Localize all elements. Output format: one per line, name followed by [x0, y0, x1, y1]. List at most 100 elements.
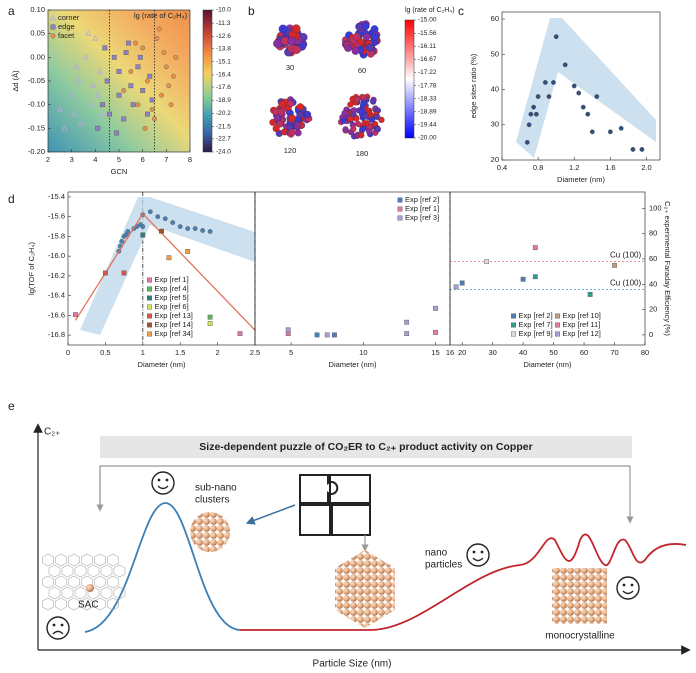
colorbar-tick-label: -20.2	[216, 110, 231, 117]
x-tick-label: 0.5	[100, 348, 110, 357]
y-tick-label: 40	[491, 85, 499, 94]
y2-tick-label: 80	[649, 229, 657, 238]
marker	[56, 105, 63, 112]
panel-label: a	[8, 4, 15, 18]
marker	[149, 97, 155, 103]
atom	[360, 99, 367, 106]
x-tick-label: 1	[141, 348, 145, 357]
hexagon	[107, 553, 119, 567]
atom	[362, 32, 371, 41]
marker	[555, 331, 560, 337]
marker	[140, 232, 146, 238]
marker	[551, 80, 556, 85]
marker	[397, 215, 403, 221]
y-tick-label: -0.15	[28, 123, 45, 132]
legend-label: facet	[58, 31, 75, 40]
marker	[526, 122, 532, 128]
marker	[531, 104, 536, 110]
atom	[374, 113, 381, 121]
hexagon	[55, 553, 67, 567]
marker	[73, 63, 80, 69]
atom	[287, 36, 297, 46]
colorbar-tick-label: -15.1	[216, 58, 231, 65]
marker	[585, 111, 591, 117]
heatmap-background	[48, 10, 190, 152]
marker	[433, 305, 438, 311]
h-line-label: Cu (100)	[610, 251, 641, 260]
puzzle-arrow	[245, 504, 296, 525]
face	[46, 616, 70, 640]
legend-label: Exp [ref 2]	[405, 195, 439, 204]
x-tick-label: 80	[641, 348, 649, 357]
colorbar-tick-label: -16.4	[216, 72, 231, 79]
x-tick-label: 2	[216, 348, 220, 357]
x-tick-label: 0	[66, 348, 70, 357]
hexagon	[55, 597, 67, 611]
cluster-label: 180	[356, 149, 369, 158]
marker	[121, 116, 127, 122]
marker	[107, 111, 112, 117]
marker	[166, 255, 172, 261]
atom	[347, 115, 354, 122]
marker	[96, 68, 104, 74]
marker	[484, 259, 489, 264]
y-tick-label: -16.0	[48, 251, 65, 260]
marker	[159, 228, 164, 234]
marker	[639, 147, 645, 152]
hexagon	[74, 586, 87, 600]
marker	[75, 77, 82, 84]
marker	[121, 270, 127, 276]
marker	[433, 329, 438, 335]
eye	[622, 583, 626, 587]
hexagon	[68, 597, 80, 611]
marker	[397, 206, 403, 212]
legend-label: Exp [ref 1]	[155, 275, 189, 284]
marker	[147, 313, 152, 319]
y2-tick-label: 60	[649, 254, 657, 263]
atom	[362, 113, 369, 120]
mouth	[622, 590, 634, 595]
x-tick-label: 50	[549, 348, 557, 357]
atom	[353, 96, 361, 103]
marker	[587, 292, 593, 297]
eye	[60, 623, 64, 627]
colorbar-tick-label: -16.67	[418, 56, 437, 63]
marker	[104, 78, 110, 84]
marker	[163, 64, 169, 70]
marker	[99, 110, 106, 117]
marker	[173, 54, 179, 60]
legend-label: Exp [ref 34]	[155, 329, 193, 338]
y-tick-label: 0.10	[30, 5, 45, 14]
legend-label: Exp [ref 2]	[519, 311, 553, 320]
marker	[607, 129, 613, 135]
cluster-image	[337, 93, 385, 140]
hexagon	[68, 553, 80, 567]
atom	[287, 100, 295, 108]
marker	[78, 120, 85, 126]
atom	[352, 32, 361, 41]
marker	[125, 229, 131, 234]
atom	[344, 44, 352, 52]
blue-curve	[84, 502, 241, 633]
y-tick-label: -16.2	[48, 271, 65, 280]
marker	[630, 147, 636, 152]
atom	[359, 125, 367, 132]
marker	[192, 226, 198, 231]
atom	[350, 125, 357, 133]
colorbar-tick-label: -18.9	[216, 97, 231, 104]
atom	[296, 111, 304, 119]
atom	[304, 110, 312, 118]
marker	[520, 276, 526, 282]
marker	[116, 69, 122, 74]
marker	[147, 286, 152, 292]
hexagon	[107, 597, 119, 611]
marker	[50, 33, 56, 39]
marker	[49, 14, 57, 21]
marker	[135, 64, 141, 70]
hexagon	[94, 597, 106, 611]
cluster-label: 120	[284, 146, 297, 155]
x-tick-label: 5	[289, 348, 293, 357]
marker	[133, 40, 138, 46]
colorbar-tick-label: -16.11	[418, 43, 436, 50]
x-tick-label: 15	[431, 348, 439, 357]
